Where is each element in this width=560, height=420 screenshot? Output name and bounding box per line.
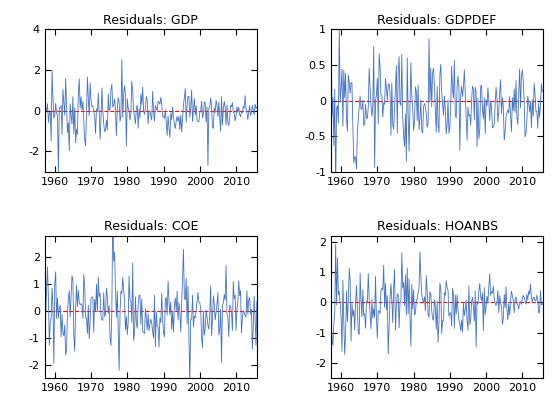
Title: Residuals: GDPDEF: Residuals: GDPDEF [377, 14, 497, 27]
Title: Residuals: COE: Residuals: COE [104, 220, 198, 233]
Title: Residuals: HOANBS: Residuals: HOANBS [376, 220, 498, 233]
Title: Residuals: GDP: Residuals: GDP [104, 14, 198, 27]
